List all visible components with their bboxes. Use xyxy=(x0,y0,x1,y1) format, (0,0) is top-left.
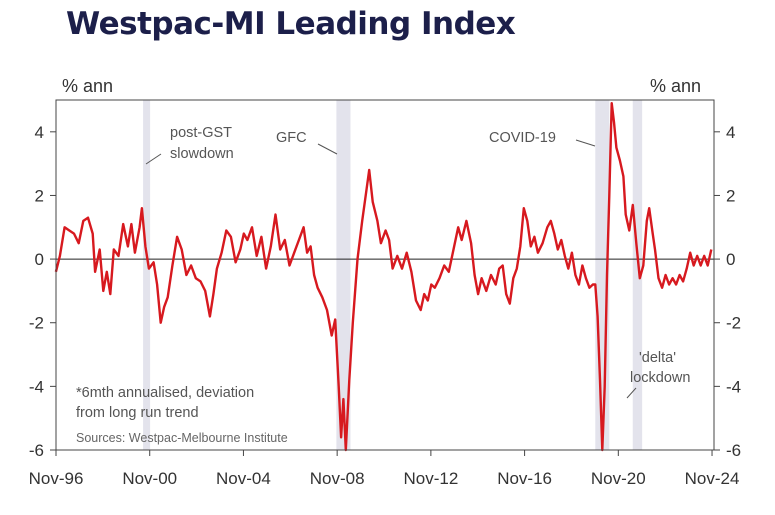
annotation-post-gst-leader xyxy=(145,153,162,165)
annotation-delta-leader xyxy=(626,387,637,399)
y-tick-left-label: -2 xyxy=(29,314,44,333)
shaded-period-1 xyxy=(336,100,351,450)
footnote-line1: *6mth annualised, deviation xyxy=(76,385,254,401)
y-axis-right: 4 2 0 -2 -4 -6 xyxy=(714,123,741,460)
annotation-covid-leader xyxy=(575,139,596,147)
shaded-period-3 xyxy=(632,100,643,450)
y-tick-right-label: -2 xyxy=(726,314,741,333)
annotation-covid: COVID-19 xyxy=(489,130,556,146)
footnote-line2: from long run trend xyxy=(76,405,199,421)
annotation-gfc: GFC xyxy=(276,130,307,146)
chart-title: Westpac-MI Leading Index xyxy=(66,6,516,42)
y-tick-left-label: 0 xyxy=(35,250,44,269)
x-tick-label: Nov-96 xyxy=(29,469,84,488)
y-axis-left-unit: % ann xyxy=(62,76,113,96)
y-tick-right-label: -4 xyxy=(726,377,741,396)
y-tick-left-label: -6 xyxy=(29,441,44,460)
annotation-post-gst-line1: post-GST xyxy=(170,125,232,141)
x-tick-label: Nov-16 xyxy=(497,469,552,488)
y-tick-right-label: -6 xyxy=(726,441,741,460)
annotation-delta-line1: 'delta' xyxy=(639,350,676,366)
source-note: Sources: Westpac-Melbourne Institute xyxy=(76,431,288,445)
y-axis-right-unit: % ann xyxy=(650,76,701,96)
x-axis: Nov-96 Nov-00 Nov-04 Nov-08 Nov-12 Nov-16 Nov-… xyxy=(29,450,740,488)
annotation-delta-line2: lockdown xyxy=(630,370,690,386)
x-tick-label: Nov-20 xyxy=(591,469,646,488)
annotation-gfc-leader xyxy=(317,143,338,155)
y-tick-left-label: -4 xyxy=(29,377,44,396)
y-axis-left: 4 2 0 -2 -4 -6 xyxy=(29,123,56,460)
x-tick-label: Nov-24 xyxy=(685,469,740,488)
leading-index-line xyxy=(54,102,713,452)
y-tick-right-label: 0 xyxy=(726,250,735,269)
x-tick-label: Nov-08 xyxy=(310,469,365,488)
plot-frame xyxy=(55,99,715,451)
y-tick-right-label: 2 xyxy=(726,186,735,205)
x-tick-label: Nov-04 xyxy=(216,469,271,488)
y-tick-right-label: 4 xyxy=(726,123,735,142)
y-tick-left-label: 4 xyxy=(35,123,44,142)
x-tick-label: Nov-00 xyxy=(122,469,177,488)
y-tick-left-label: 2 xyxy=(35,186,44,205)
shaded-period-0 xyxy=(143,100,151,450)
x-tick-label: Nov-12 xyxy=(403,469,458,488)
annotation-post-gst-line2: slowdown xyxy=(170,146,234,162)
